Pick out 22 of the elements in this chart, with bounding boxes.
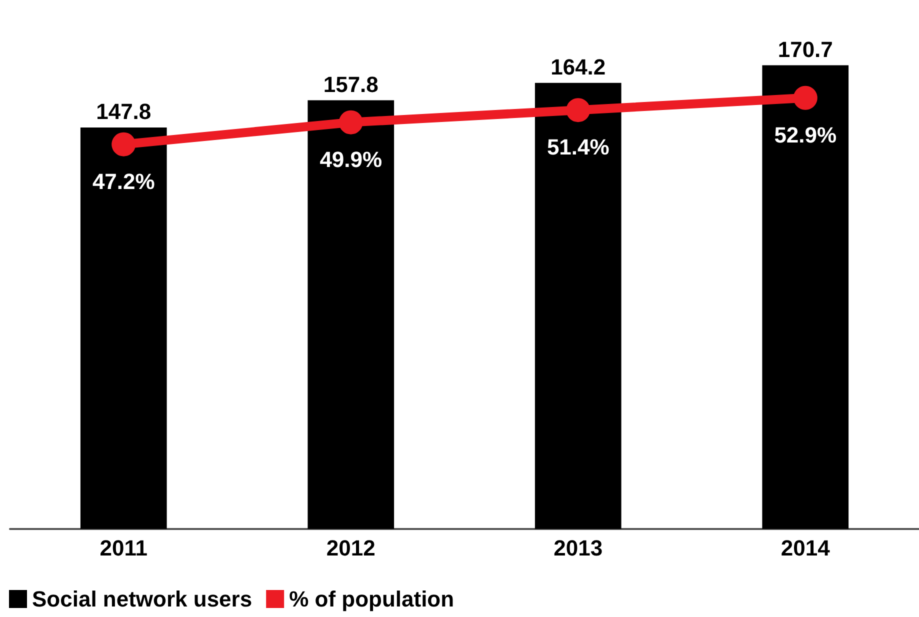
x-tick-label: 2011 — [100, 536, 148, 560]
x-tick-label: 2014 — [780, 536, 831, 560]
bar — [80, 127, 167, 529]
bar — [534, 82, 622, 529]
x-tick-label: 2013 — [554, 536, 603, 560]
bar — [762, 65, 849, 529]
bar — [308, 100, 394, 529]
data-label: 157.8 — [323, 72, 378, 97]
legend-label: Social network users — [32, 586, 252, 612]
data-label: 164.2 — [550, 54, 606, 80]
data-label: 147.8 — [96, 98, 152, 124]
data-label: 52.9% — [774, 122, 837, 148]
legend-label: % of population — [289, 586, 454, 612]
point — [566, 98, 590, 122]
data-label: 51.4% — [546, 134, 610, 160]
point — [112, 132, 136, 156]
point — [793, 86, 818, 110]
data-label: 49.9% — [320, 146, 382, 172]
point — [338, 110, 363, 134]
data-label: 170.7 — [778, 36, 833, 62]
data-label: 47.2% — [92, 168, 155, 194]
x-tick-label: 2012 — [326, 536, 376, 560]
